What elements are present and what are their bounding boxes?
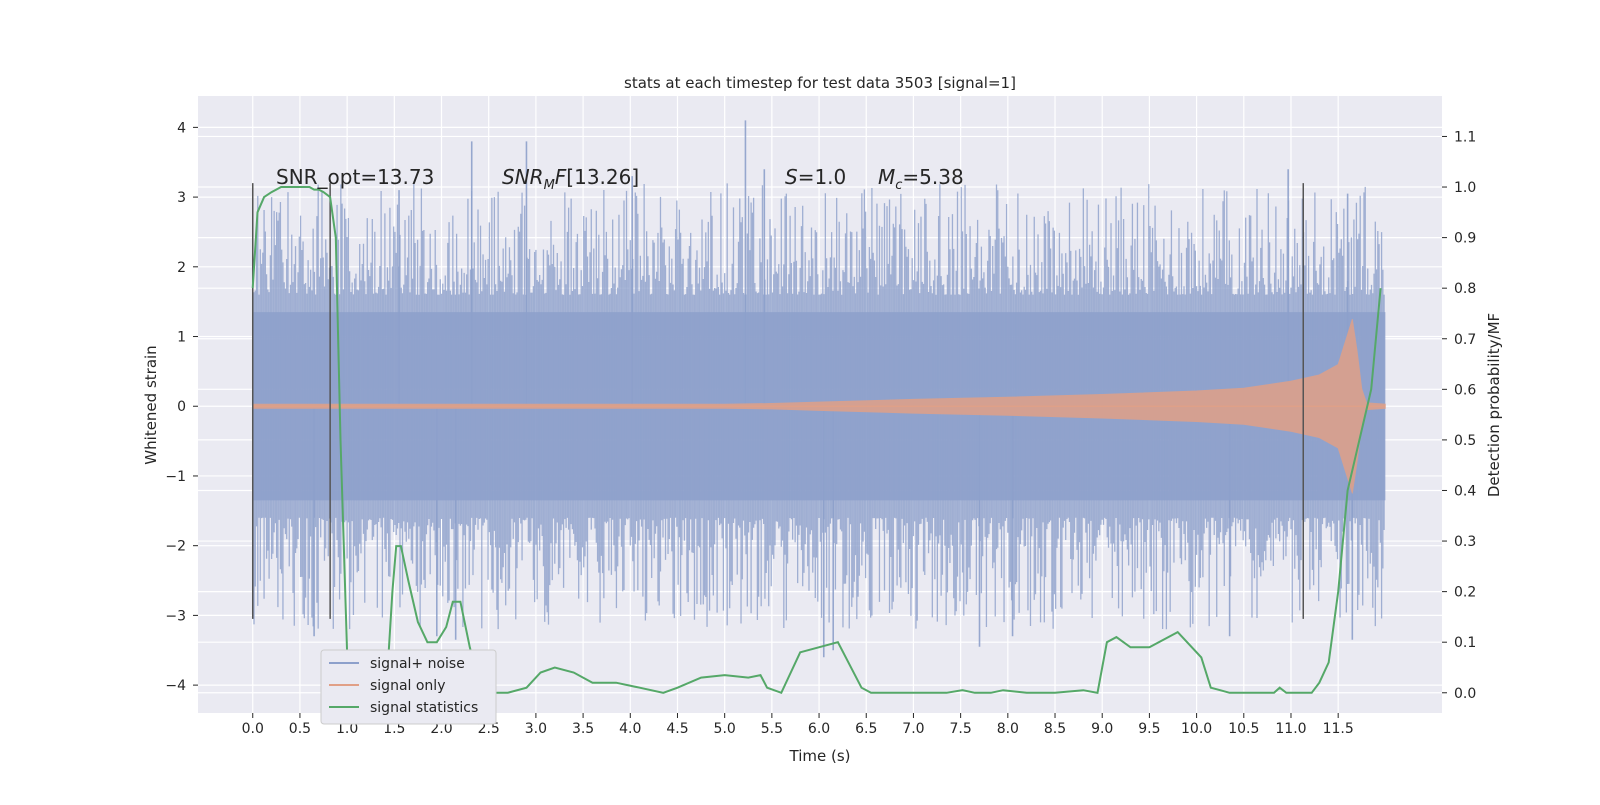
y-tick-label: −1 [165, 469, 186, 485]
y-tick-label: −2 [165, 539, 186, 555]
chart-title: stats at each timestep for test data 350… [624, 74, 1016, 92]
y-right-tick-label: 0.7 [1454, 332, 1476, 348]
y-axis-ticks: −4 −3 −2 −1 0 1 2 3 4 [165, 120, 198, 694]
x-tick-label: 10.5 [1228, 721, 1259, 737]
x-tick-label: 0.5 [289, 721, 311, 737]
y-right-tick-label: 0.8 [1454, 281, 1476, 297]
x-tick-label: 3.5 [572, 721, 594, 737]
legend-label-stats: signal statistics [370, 700, 478, 716]
x-tick-label: 5.5 [761, 721, 783, 737]
y-right-tick-label: 0.2 [1454, 585, 1476, 601]
y-tick-label: 0 [177, 399, 186, 415]
y-right-tick-label: 0.6 [1454, 382, 1476, 398]
y-tick-label: −4 [165, 678, 186, 694]
x-axis-label: Time (s) [789, 747, 851, 765]
x-tick-label: 1.0 [336, 721, 358, 737]
y-right-tick-label: 0.1 [1454, 635, 1476, 651]
signal-layer [252, 318, 1386, 494]
mc-annotation: Mc=5.38 [878, 165, 964, 193]
y-right-tick-label: 0.4 [1454, 483, 1476, 499]
x-tick-label: 2.5 [478, 721, 500, 737]
legend-label-noise: signal+ noise [370, 656, 465, 672]
x-tick-label: 9.5 [1138, 721, 1160, 737]
x-tick-label: 2.0 [430, 721, 452, 737]
x-tick-label: 4.5 [666, 721, 688, 737]
snr-mf-value: [13.26] [566, 165, 639, 189]
x-tick-label: 9.0 [1091, 721, 1113, 737]
y-right-tick-label: 1.1 [1454, 129, 1476, 145]
y-tick-label: 2 [177, 260, 186, 276]
legend-label-signal: signal only [370, 678, 445, 694]
legend-box [320, 649, 497, 725]
x-tick-label: 6.5 [855, 721, 877, 737]
x-tick-label: 7.0 [902, 721, 924, 737]
x-tick-label: 1.5 [383, 721, 405, 737]
y-axis-right-label: Detection probability/MF [1485, 313, 1503, 497]
y-tick-label: 3 [177, 190, 186, 206]
snr-mf-annotation: SNRMF[13.26] [502, 165, 639, 193]
x-tick-label: 10.0 [1181, 721, 1212, 737]
y-tick-label: −3 [165, 608, 186, 624]
x-tick-label: 3.0 [525, 721, 547, 737]
y-right-tick-label: 0.5 [1454, 433, 1476, 449]
s-annotation: S=1.0 [785, 165, 846, 189]
x-tick-label: 0.0 [242, 721, 264, 737]
x-tick-label: 8.0 [997, 721, 1019, 737]
marker-layer [251, 183, 1305, 619]
y-axis-label: Whitened strain [142, 345, 160, 464]
y-right-tick-label: 1.0 [1454, 180, 1476, 196]
x-tick-label: 4.0 [619, 721, 641, 737]
y-axis-right-ticks: 0.0 0.1 0.2 0.3 0.4 0.5 0.6 0.7 0.8 0.9 1.0 1.1 [1442, 129, 1476, 702]
x-tick-label: 5.0 [714, 721, 736, 737]
x-tick-label: 11.5 [1323, 721, 1354, 737]
x-tick-label: 6.0 [808, 721, 830, 737]
s-value: =1.0 [798, 165, 847, 189]
snr-opt-annotation: SNR_opt=13.73 [276, 165, 434, 189]
legend: signal+ noise signal only signal statist… [320, 649, 497, 725]
x-tick-label: 8.5 [1044, 721, 1066, 737]
x-tick-label: 7.5 [950, 721, 972, 737]
y-right-tick-label: 0.0 [1454, 686, 1476, 702]
y-tick-label: 1 [177, 330, 186, 346]
y-right-tick-label: 0.3 [1454, 534, 1476, 550]
y-tick-label: 4 [177, 120, 186, 136]
mc-value: =5.38 [902, 165, 963, 189]
x-axis-ticks: 0.0 0.5 1.0 1.5 2.0 2.5 3.0 3.5 4.0 4.5 5.0 5.5 6.0 6… [242, 713, 1354, 737]
y-right-tick-label: 0.9 [1454, 231, 1476, 247]
x-tick-label: 11.0 [1275, 721, 1306, 737]
